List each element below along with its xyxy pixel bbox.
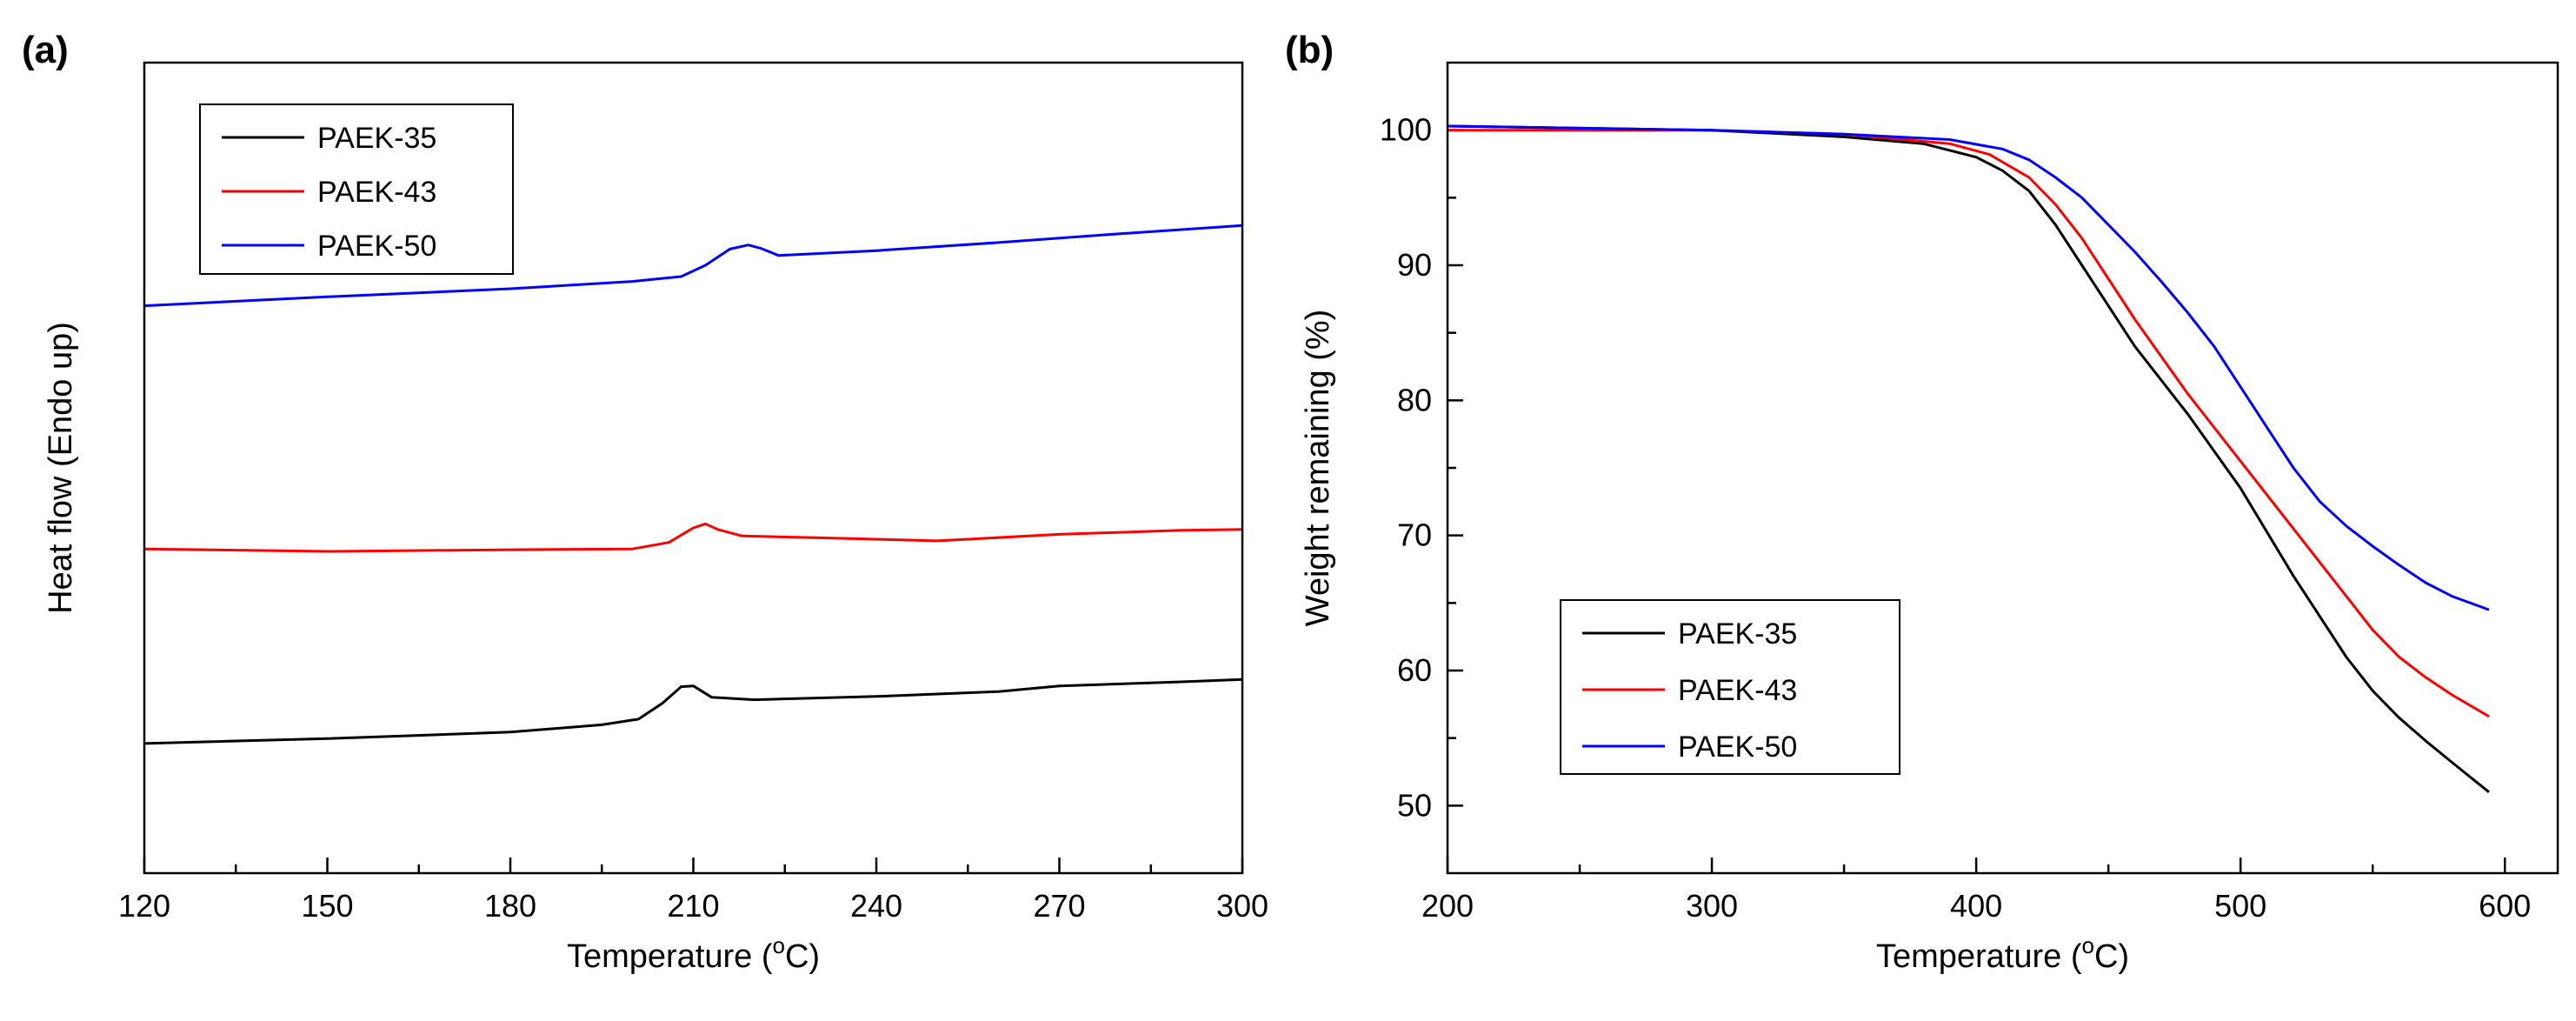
x-tick-label: 240 — [850, 888, 902, 924]
series-line-paek-43 — [143, 522, 1243, 553]
series-line-paek-43 — [1448, 129, 2490, 718]
x-tick-label: 600 — [2479, 888, 2531, 924]
x-tick-label: 300 — [1216, 888, 1268, 924]
y-tick-label: 50 — [1397, 787, 1432, 823]
y-tick-label: 70 — [1397, 517, 1432, 553]
series-line-paek-50 — [1447, 124, 2490, 611]
series-line-paek-35 — [1447, 124, 2490, 793]
x-tick-label: 150 — [301, 888, 353, 924]
legend-entry: PAEK-43 — [317, 176, 436, 209]
x-tick-label: 400 — [1950, 888, 2002, 924]
panel-a-plot-frame — [143, 61, 1244, 875]
x-tick-label: 180 — [484, 888, 536, 924]
y-tick-label: 80 — [1397, 382, 1432, 417]
x-tick-label: 200 — [1421, 888, 1474, 924]
panel-a-label: (a) — [22, 29, 69, 71]
x-tick-label: 270 — [1033, 888, 1085, 924]
y-axis-title: Weight remaining (%) — [1300, 310, 1336, 627]
panel-b-legend: PAEK-35 PAEK-43 PAEK-50 — [1560, 599, 1900, 775]
panel-b-chart: (b) 200 300 400 500 600 50 60 70 80 90 100 Tempera… — [1285, 29, 2559, 975]
y-tick-label: 60 — [1397, 652, 1432, 688]
x-tick-label: 120 — [118, 888, 170, 924]
legend-entry: PAEK-43 — [1678, 674, 1797, 707]
y-axis-title: Heat flow (Endo up) — [43, 322, 79, 614]
legend-entry: PAEK-35 — [1678, 617, 1797, 651]
x-axis-title: Temperature (oC) — [1876, 932, 2129, 975]
legend-entry: PAEK-50 — [1678, 731, 1797, 764]
x-tick-label: 300 — [1686, 888, 1738, 924]
legend-entry: PAEK-35 — [317, 122, 436, 155]
panel-a-chart: (a) 120 150 180 210 240 270 300 Temperature (o… — [22, 29, 1268, 975]
y-tick-label: 100 — [1380, 112, 1432, 148]
panel-a-legend: PAEK-35 PAEK-43 PAEK-50 — [199, 103, 514, 275]
y-tick-label: 90 — [1397, 247, 1432, 283]
x-tick-label: 210 — [667, 888, 719, 924]
x-tick-label: 500 — [2214, 888, 2266, 924]
series-line-paek-50 — [143, 224, 1243, 308]
x-axis-title: Temperature (oC) — [567, 932, 820, 975]
legend-entry: PAEK-50 — [317, 230, 436, 263]
panel-b-label: (b) — [1285, 29, 1334, 71]
series-line-paek-35 — [143, 677, 1243, 745]
panel-b-plot-frame — [1446, 61, 2559, 875]
